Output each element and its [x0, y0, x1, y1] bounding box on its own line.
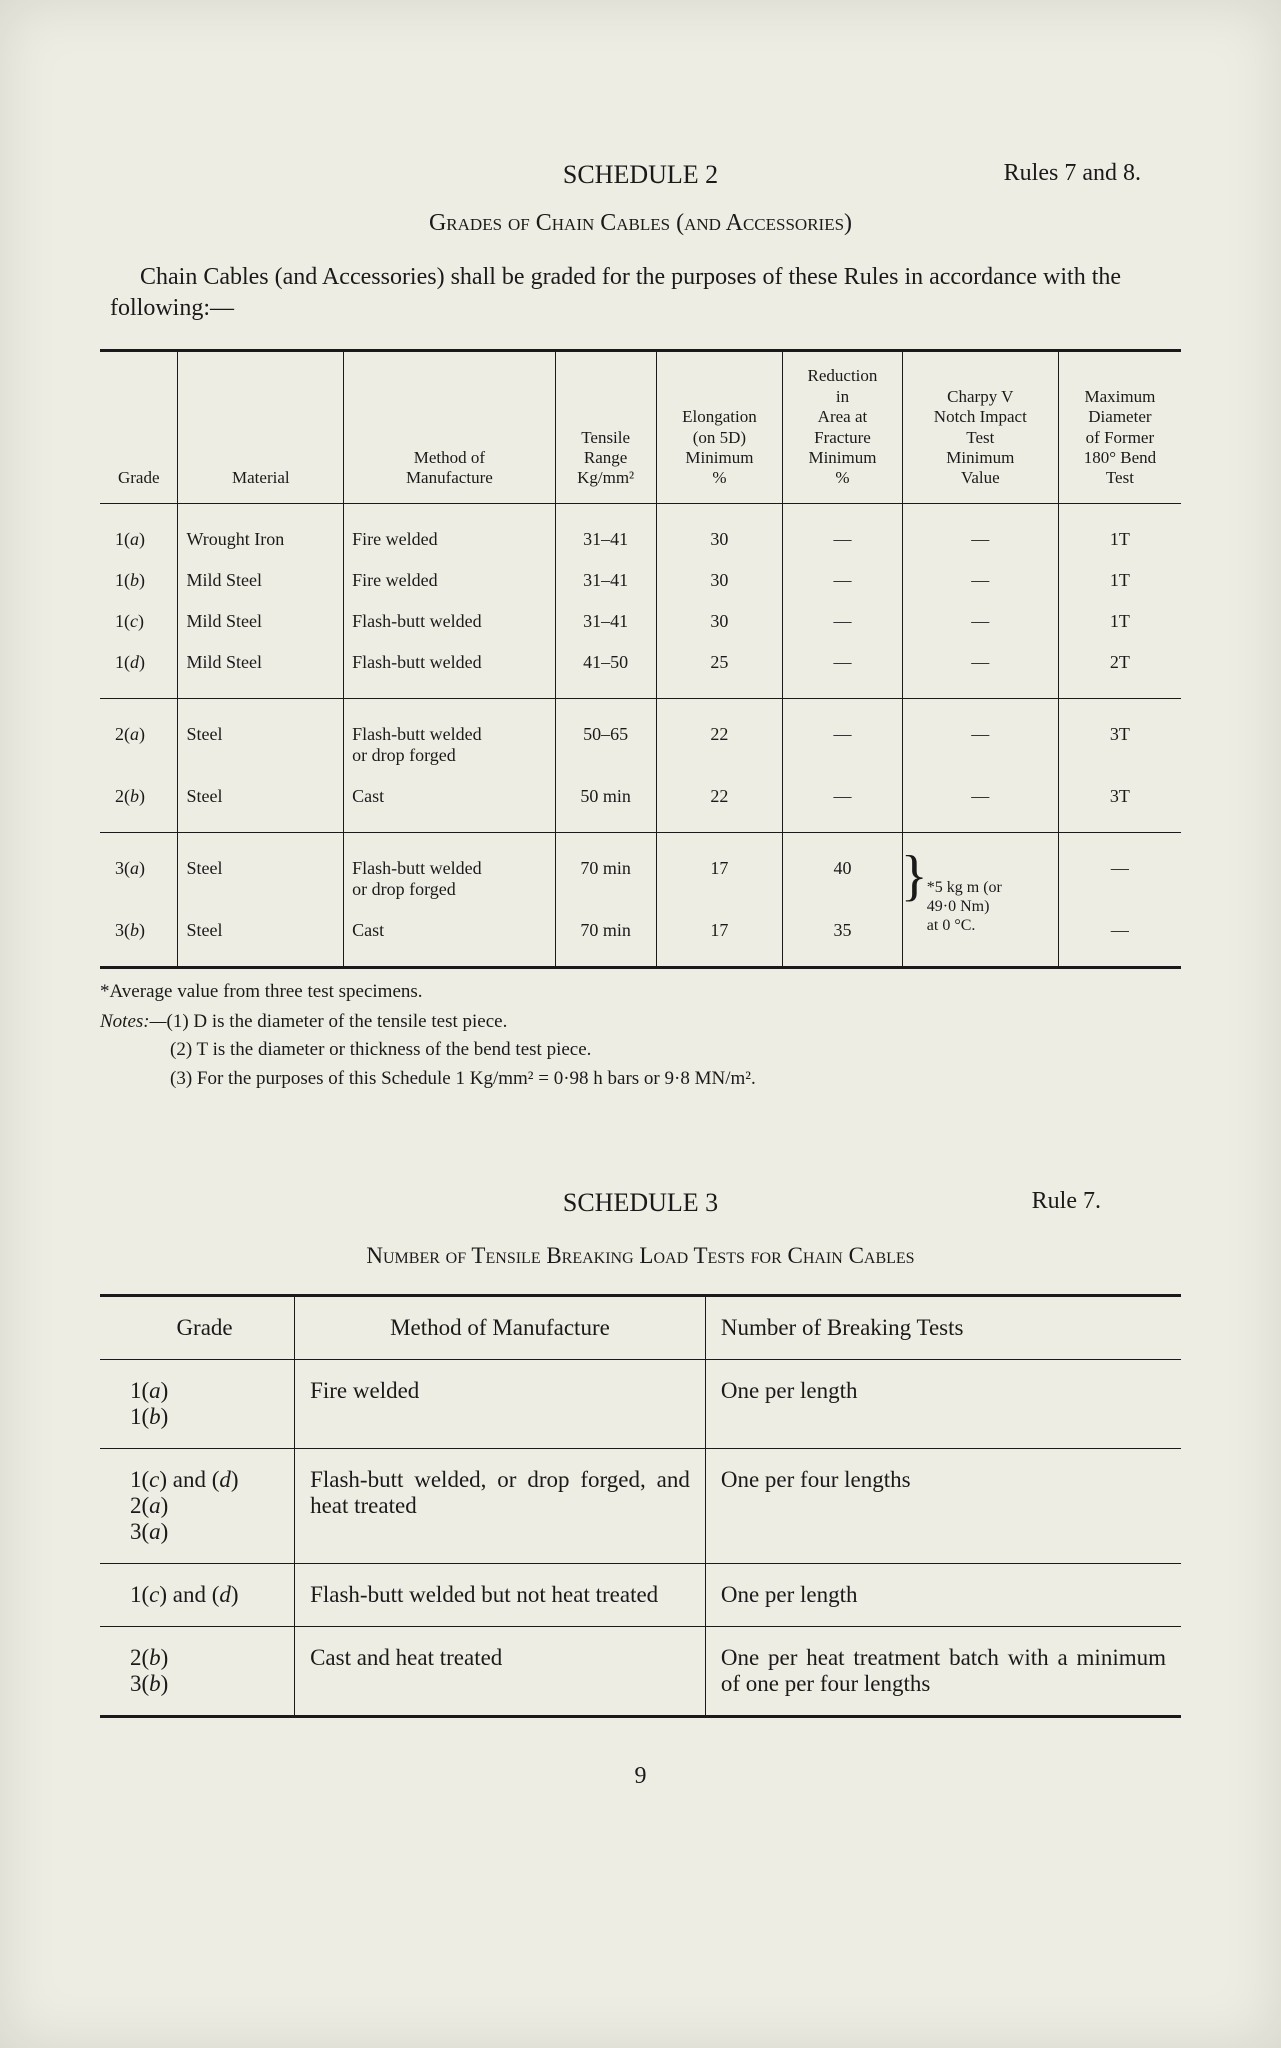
schedule2-rules-ref: Rules 7 and 8. [1004, 160, 1141, 187]
schedule3-header: Rule 7. SCHEDULE 3 [100, 1188, 1181, 1218]
table-row: 1(c) and (d)2(a)3(a)Flash-butt welded, o… [100, 1449, 1181, 1564]
table-row: 1(b)Mild SteelFire welded31–4130——1T [100, 560, 1181, 601]
col-reduction-header: Reduction in Area at Fracture Minimum % [783, 351, 903, 503]
table-row: 2(b)SteelCast50 min22——3T [100, 776, 1181, 833]
schedule2-subtitle: Grades of Chain Cables (and Accessories) [100, 210, 1181, 237]
table-row: 2(a)SteelFlash-butt welded or drop forge… [100, 698, 1181, 776]
col-grade-header: Grade [100, 351, 178, 503]
col-charpy-header: Charpy V Notch Impact Test Minimum Value [902, 351, 1058, 503]
col-material-header: Material [178, 351, 344, 503]
schedule3-table: Grade Method of Manufacture Number of Br… [100, 1294, 1181, 1718]
schedule3-block: Rule 7. SCHEDULE 3 Number of Tensile Bre… [100, 1188, 1181, 1718]
page-number: 9 [100, 1763, 1181, 1790]
col-tensile-header: Tensile Range Kg/mm² [555, 351, 656, 503]
table-row: 1(c) and (d)Flash-butt welded but not he… [100, 1564, 1181, 1627]
schedule3-rules-ref: Rule 7. [1032, 1188, 1101, 1215]
t3-col-method-header: Method of Manufacture [295, 1296, 706, 1360]
col-bend-header: Maximum Diameter of Former 180° Bend Tes… [1058, 351, 1181, 503]
note-3: (3) For the purposes of this Schedule 1 … [100, 1065, 1181, 1094]
table3-header-row: Grade Method of Manufacture Number of Br… [100, 1296, 1181, 1360]
col-method-header: Method of Manufacture [344, 351, 555, 503]
note-1: (1) D is the diameter of the tensile tes… [167, 1011, 508, 1032]
schedule2-notes: Notes:—(1) D is the diameter of the tens… [100, 1008, 1181, 1094]
table-row: 1(d)Mild SteelFlash-butt welded41–5025——… [100, 642, 1181, 699]
schedule2-table: Grade Material Method of Manufacture Ten… [100, 349, 1181, 968]
schedule3-title: SCHEDULE 3 [100, 1188, 1181, 1218]
table-row: 3(a)SteelFlash-butt welded or drop forge… [100, 832, 1181, 910]
table-header-row: Grade Material Method of Manufacture Ten… [100, 351, 1181, 503]
note-2: (2) T is the diameter or thickness of th… [100, 1036, 1181, 1065]
t3-col-grade-header: Grade [100, 1296, 295, 1360]
notes-label: Notes:— [100, 1011, 167, 1032]
table-row: 1(a)1(b)Fire weldedOne per length [100, 1360, 1181, 1449]
schedule3-subtitle: Number of Tensile Breaking Load Tests fo… [100, 1243, 1181, 1269]
schedule2-intro: Chain Cables (and Accessories) shall be … [100, 262, 1181, 324]
schedule2-footnote: *Average value from three test specimens… [100, 981, 1181, 1003]
table-row: 1(c)Mild SteelFlash-butt welded31–4130——… [100, 601, 1181, 642]
document-page: Rules 7 and 8. SCHEDULE 2 Grades of Chai… [0, 0, 1281, 2048]
table-row: 1(a)Wrought IronFire welded31–4130——1T [100, 503, 1181, 560]
col-elongation-header: Elongation (on 5D) Minimum % [656, 351, 782, 503]
t3-col-number-header: Number of Breaking Tests [705, 1296, 1181, 1360]
schedule2-header: Rules 7 and 8. SCHEDULE 2 [100, 160, 1181, 190]
table-row: 2(b)3(b)Cast and heat treatedOne per hea… [100, 1627, 1181, 1717]
